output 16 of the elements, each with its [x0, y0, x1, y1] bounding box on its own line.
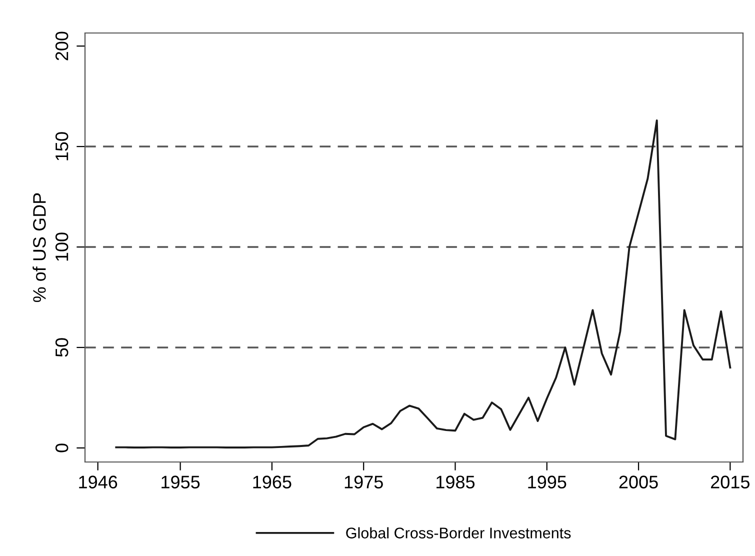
x-tick-label: 1946: [79, 476, 118, 488]
y-tick-label: 200: [55, 32, 68, 60]
legend-label: Global Cross-Border Investments: [346, 527, 571, 538]
y-tick-label: 100: [55, 232, 68, 261]
x-tick-label: 1975: [344, 476, 383, 488]
y-tick-label: 50: [55, 338, 68, 357]
x-tick-label: 2015: [710, 476, 750, 488]
y-axis-title: % of US GDP: [32, 193, 46, 302]
x-tick-label: 1995: [528, 476, 566, 488]
y-tick-label: 0: [55, 444, 68, 452]
x-tick-label: 1965: [253, 476, 292, 488]
y-tick-label: 150: [55, 132, 68, 160]
x-tick-label: 1955: [162, 476, 200, 488]
x-tick-label: 1985: [436, 476, 475, 488]
x-tick-label: 2005: [619, 476, 658, 488]
line-series: [115, 119, 732, 449]
